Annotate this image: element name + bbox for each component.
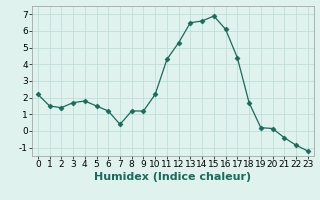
X-axis label: Humidex (Indice chaleur): Humidex (Indice chaleur)	[94, 172, 252, 182]
